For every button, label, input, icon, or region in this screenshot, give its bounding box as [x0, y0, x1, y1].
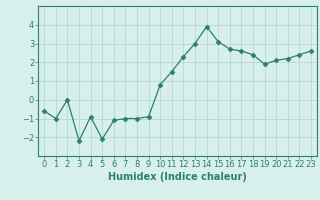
X-axis label: Humidex (Indice chaleur): Humidex (Indice chaleur): [108, 172, 247, 182]
